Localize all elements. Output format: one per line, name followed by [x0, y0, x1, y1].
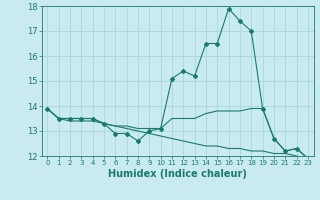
X-axis label: Humidex (Indice chaleur): Humidex (Indice chaleur): [108, 169, 247, 179]
